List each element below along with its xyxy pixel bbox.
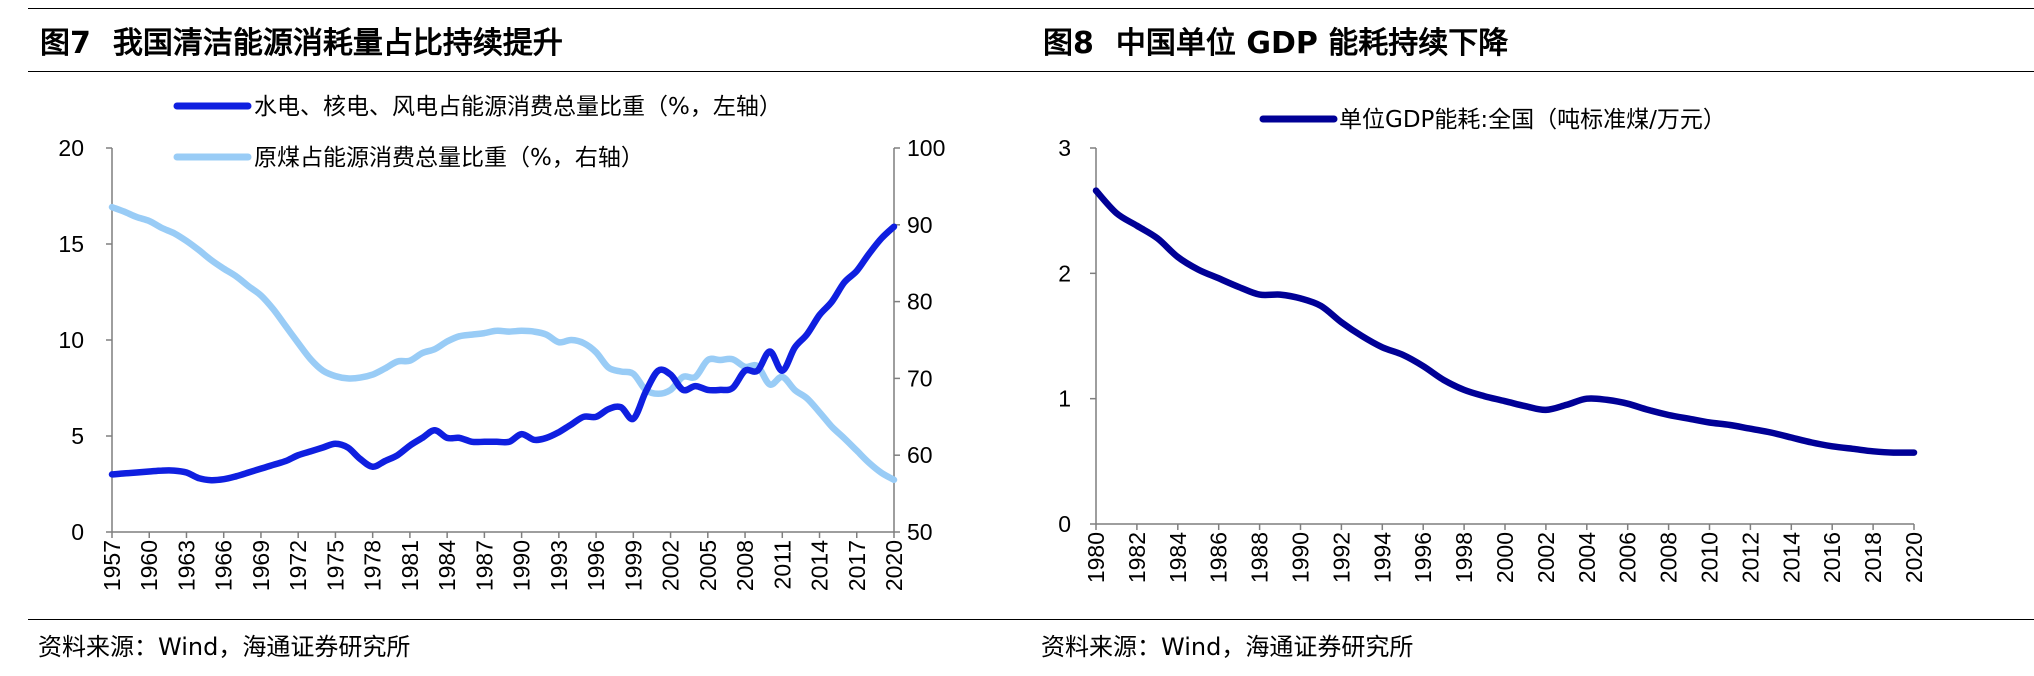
y-right-tick-label: 70 — [907, 365, 933, 391]
series-line-coal — [108, 203, 898, 484]
y-axis-right: 50 60 70 80 90 100 — [893, 135, 945, 545]
x-tick-label: 2018 — [1860, 532, 1886, 583]
title-rule — [1031, 71, 2034, 72]
bottom-rule — [28, 619, 1031, 620]
x-tick-label: 1999 — [620, 540, 646, 591]
series-line-clean-energy — [108, 223, 898, 484]
y-axis-left: 0 5 10 15 20 — [58, 135, 113, 545]
top-rule — [1031, 8, 2034, 9]
x-tick-label: 2010 — [1697, 532, 1723, 583]
x-tick-label: 2012 — [1737, 532, 1763, 583]
y-tick-label: 2 — [1058, 260, 1071, 286]
figure-title-text: 中国单位 GDP 能耗持续下降 — [1115, 26, 1509, 61]
x-tick-label: 1981 — [397, 540, 423, 591]
figure-7-panel: 图7 我国清洁能源消耗量占比持续提升 0 5 10 15 20 50 60 70 80 90 100… — [28, 0, 1031, 676]
figure-title: 图8 中国单位 GDP 能耗持续下降 — [1043, 18, 1508, 62]
y-tick-label: 3 — [1058, 135, 1071, 161]
x-tick-label: 2017 — [844, 540, 870, 591]
y-left-tick-label: 20 — [58, 135, 84, 161]
x-tick-label: 1990 — [509, 540, 535, 591]
legend-label-energy-intensity: 单位GDP能耗:全国（吨标准煤/万元） — [1339, 107, 1726, 133]
figure-number: 图8 — [1043, 26, 1094, 61]
x-tick-label: 2020 — [881, 540, 907, 591]
x-tick-label: 1963 — [173, 540, 199, 591]
bottom-rule — [1031, 619, 2034, 620]
x-tick-label: 1994 — [1369, 532, 1395, 583]
x-tick-label: 1957 — [99, 540, 125, 591]
x-tick-label: 2020 — [1901, 532, 1927, 583]
x-tick-label: 2016 — [1819, 532, 1845, 583]
source-note: 资料来源：Wind，海通证券研究所 — [38, 633, 411, 661]
x-tick-label: 1984 — [1165, 532, 1191, 583]
series-layer — [1092, 187, 1918, 456]
y-left-tick-label: 0 — [71, 519, 84, 545]
x-tick-label: 1980 — [1083, 532, 1109, 583]
legend-label-clean-energy: 水电、核电、风电占能源消费总量比重（%，左轴） — [254, 94, 782, 120]
x-tick-label: 2006 — [1615, 532, 1641, 583]
x-tick-label: 1960 — [136, 540, 162, 591]
x-tick-label: 2008 — [732, 540, 758, 591]
x-tick-label: 1998 — [1451, 532, 1477, 583]
x-tick-label: 1987 — [471, 540, 497, 591]
x-tick-label: 1984 — [434, 540, 460, 591]
source-note: 资料来源：Wind，海通证券研究所 — [1041, 633, 1414, 661]
y-left-tick-label: 5 — [71, 423, 84, 449]
y-right-tick-label: 90 — [907, 212, 933, 238]
y-right-tick-label: 60 — [907, 442, 933, 468]
x-tick-label: 2005 — [695, 540, 721, 591]
x-tick-label: 1992 — [1328, 532, 1354, 583]
x-tick-label: 2008 — [1656, 532, 1682, 583]
top-rule — [28, 8, 1031, 9]
x-tick-label: 1966 — [211, 540, 237, 591]
y-axis: 0 1 2 3 — [1058, 135, 1097, 537]
x-tick-label: 2002 — [1533, 532, 1559, 583]
x-tick-label: 2002 — [658, 540, 684, 591]
title-rule — [28, 71, 1031, 72]
x-axis: 1957 1960 1963 1966 1969 1972 1975 1978 1981 1984… — [99, 531, 907, 591]
gdp-energy-intensity-chart: 0 1 2 3 1980 1982 1984 1986 1988 1990 1992 1994 199… — [1058, 107, 1927, 583]
y-right-tick-label: 50 — [907, 519, 933, 545]
x-tick-label: 1978 — [360, 540, 386, 591]
figure-title: 图7 我国清洁能源消耗量占比持续提升 — [40, 18, 563, 62]
x-tick-label: 1996 — [583, 540, 609, 591]
x-tick-label: 2004 — [1574, 532, 1600, 583]
y-left-tick-label: 10 — [58, 327, 84, 353]
x-tick-label: 1982 — [1124, 532, 1150, 583]
x-tick-label: 1972 — [285, 540, 311, 591]
x-tick-label: 1990 — [1288, 532, 1314, 583]
y-right-tick-label: 100 — [907, 135, 945, 161]
x-tick-label: 1993 — [546, 540, 572, 591]
x-tick-label: 1996 — [1410, 532, 1436, 583]
legend: 单位GDP能耗:全国（吨标准煤/万元） — [1259, 107, 1726, 133]
y-tick-label: 1 — [1058, 386, 1071, 412]
x-tick-label: 1969 — [248, 540, 274, 591]
x-tick-label: 2011 — [769, 540, 795, 589]
y-right-tick-label: 80 — [907, 289, 933, 315]
figure-title-text: 我国清洁能源消耗量占比持续提升 — [112, 26, 563, 61]
x-tick-label: 1986 — [1206, 532, 1232, 583]
series-line-energy-intensity — [1092, 187, 1918, 456]
y-left-tick-label: 15 — [58, 231, 84, 257]
x-tick-label: 1988 — [1247, 532, 1273, 583]
x-tick-label: 2014 — [1778, 532, 1804, 583]
x-tick-label: 2014 — [807, 540, 833, 591]
figure-number: 图7 — [40, 26, 91, 61]
x-tick-label: 2000 — [1492, 532, 1518, 583]
y-tick-label: 0 — [1058, 511, 1071, 537]
series-layer — [108, 203, 898, 484]
legend: 水电、核电、风电占能源消费总量比重（%，左轴） 原煤占能源消费总量比重（%，右轴… — [173, 94, 782, 171]
x-tick-label: 1975 — [322, 540, 348, 591]
legend-label-coal: 原煤占能源消费总量比重（%，右轴） — [254, 145, 644, 171]
x-axis: 1980 1982 1984 1986 1988 1990 1992 1994 1996 1998… — [1083, 523, 1927, 583]
